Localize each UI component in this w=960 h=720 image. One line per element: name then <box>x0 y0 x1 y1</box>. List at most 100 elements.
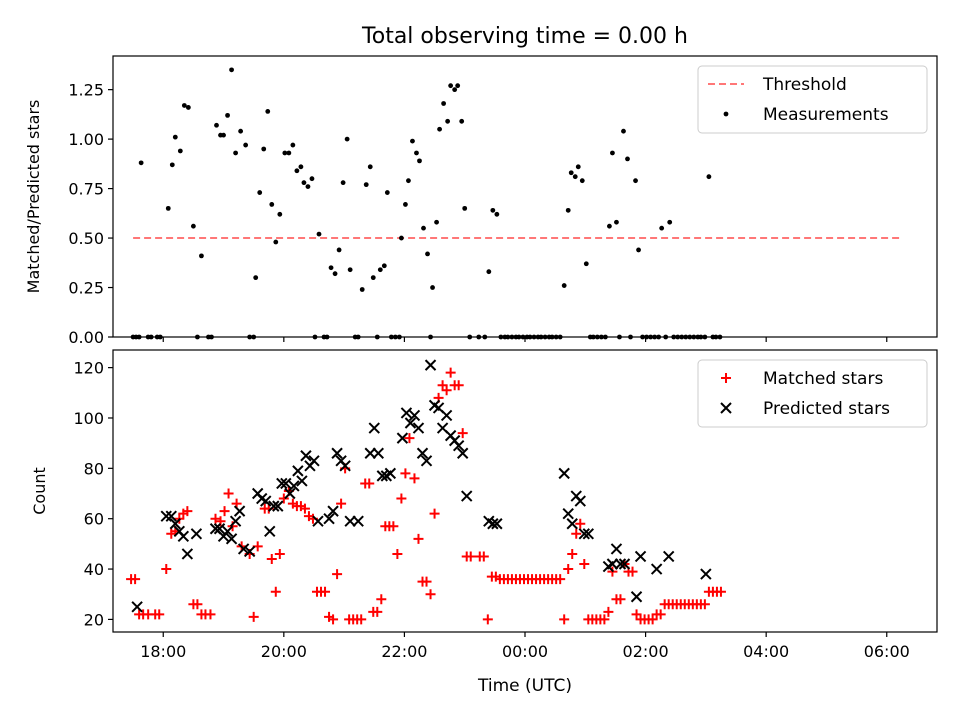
predicted-star-point <box>213 523 226 535</box>
matched-star-point <box>457 428 468 439</box>
matched-star-point <box>396 493 407 504</box>
predicted-star-point <box>634 550 647 563</box>
measurement-point <box>459 118 465 124</box>
measurement-point <box>138 160 144 166</box>
matched-star-point <box>615 594 626 605</box>
legend-box <box>697 65 928 134</box>
measurement-point <box>169 162 175 168</box>
measurement-point <box>636 247 641 253</box>
predicted-star-point <box>420 455 433 467</box>
measurement-point <box>199 253 204 259</box>
measurement-point <box>486 269 492 275</box>
x-tick-label: 18:00 <box>140 642 186 661</box>
measurement-point <box>452 87 458 93</box>
matched-star-point <box>219 506 230 517</box>
matched-star-point <box>478 551 489 562</box>
matched-star-point <box>404 433 415 444</box>
matched-star-point <box>482 614 493 625</box>
y-tick-label: 20 <box>84 610 104 629</box>
legend-label: Matched stars <box>763 369 883 389</box>
measurement-point <box>561 283 567 288</box>
measurement-point <box>347 267 353 273</box>
measurement-point <box>269 202 275 207</box>
y-tick-label: 1.25 <box>68 81 104 100</box>
measurement-point <box>445 118 451 124</box>
y-tick-label: 100 <box>73 409 104 428</box>
matched-star-point <box>392 548 403 559</box>
measurement-point <box>181 103 187 108</box>
predicted-star-point <box>404 417 417 429</box>
predicted-star-point <box>169 518 182 530</box>
matched-star-point <box>429 508 440 519</box>
predicted-star-point <box>562 507 574 520</box>
measurement-point <box>414 150 419 156</box>
measurement-point <box>490 207 496 213</box>
measurement-point <box>579 178 585 184</box>
predicted-star-point <box>181 548 194 560</box>
matched-star-point <box>575 518 586 529</box>
x-tick-label: 06:00 <box>864 642 910 661</box>
predicted-star-point <box>582 528 595 540</box>
matched-star-point <box>328 614 339 625</box>
predicted-star-point <box>491 518 503 530</box>
measurement-point <box>344 136 350 142</box>
matched-star-point <box>356 614 367 625</box>
measurement-point <box>462 205 468 211</box>
x-tick-label: 22:00 <box>381 642 427 661</box>
measurement-point <box>233 150 238 156</box>
measurement-point <box>165 205 171 211</box>
measurement-point <box>441 101 447 106</box>
y-tick-label: 0.75 <box>68 180 104 199</box>
legend-predicted-swatch <box>720 402 732 414</box>
predicted-star-point <box>323 512 335 525</box>
predicted-star-point <box>558 467 570 480</box>
predicted-star-point <box>400 407 413 419</box>
measurement-point <box>565 207 571 213</box>
matched-star-point <box>192 599 203 610</box>
matched-star-point <box>655 609 666 620</box>
matched-star-point <box>223 488 234 499</box>
measurement-point <box>633 178 638 184</box>
predicted-star-point <box>268 500 280 512</box>
measurement-point <box>381 263 387 269</box>
matched-star-point <box>278 493 289 504</box>
measurement-point <box>359 287 365 292</box>
legend-label: Threshold <box>762 75 847 95</box>
measurement-point <box>614 219 619 225</box>
measurement-point <box>185 105 191 110</box>
count-panel: 18:00 20:00 22:00 00:00 02:00 04:00 06:00 20 40 6… <box>30 349 938 696</box>
predicted-star-point <box>566 518 578 530</box>
predicted-star-point <box>160 510 172 522</box>
measurement-point <box>437 126 442 132</box>
predicted-star-point <box>272 500 284 512</box>
predicted-star-point <box>614 558 627 570</box>
measurement-point <box>214 122 219 128</box>
y-tick-label: 0.50 <box>68 229 104 248</box>
y-tick-label: 80 <box>84 459 104 478</box>
measurement-point <box>425 251 430 257</box>
predicted-star-point <box>372 447 384 459</box>
predicted-star-point <box>396 432 409 444</box>
predicted-star-point <box>610 543 623 555</box>
legend-measurement-swatch <box>723 111 729 117</box>
measurement-point <box>410 138 415 144</box>
predicted-star-point <box>276 477 288 490</box>
x-axis-label: Time (UTC) <box>477 676 572 696</box>
predicted-star-point <box>308 455 320 467</box>
matched-star-point <box>388 521 399 532</box>
measurement-point <box>190 223 196 229</box>
x-tick-label: 20:00 <box>261 642 307 661</box>
measurement-point <box>290 142 296 148</box>
matched-star-point <box>274 548 285 559</box>
measurement-point <box>621 128 626 134</box>
measurement-point <box>406 178 411 184</box>
predicted-star-point <box>229 515 242 527</box>
predicted-star-point <box>412 422 425 434</box>
predicted-star-point <box>312 515 324 527</box>
matched-star-point <box>441 385 452 396</box>
measurement-point <box>583 261 589 267</box>
predicted-star-point <box>618 558 631 570</box>
matched-star-point <box>453 380 464 391</box>
matched-star-point <box>161 564 172 575</box>
predicted-star-point <box>243 545 256 558</box>
